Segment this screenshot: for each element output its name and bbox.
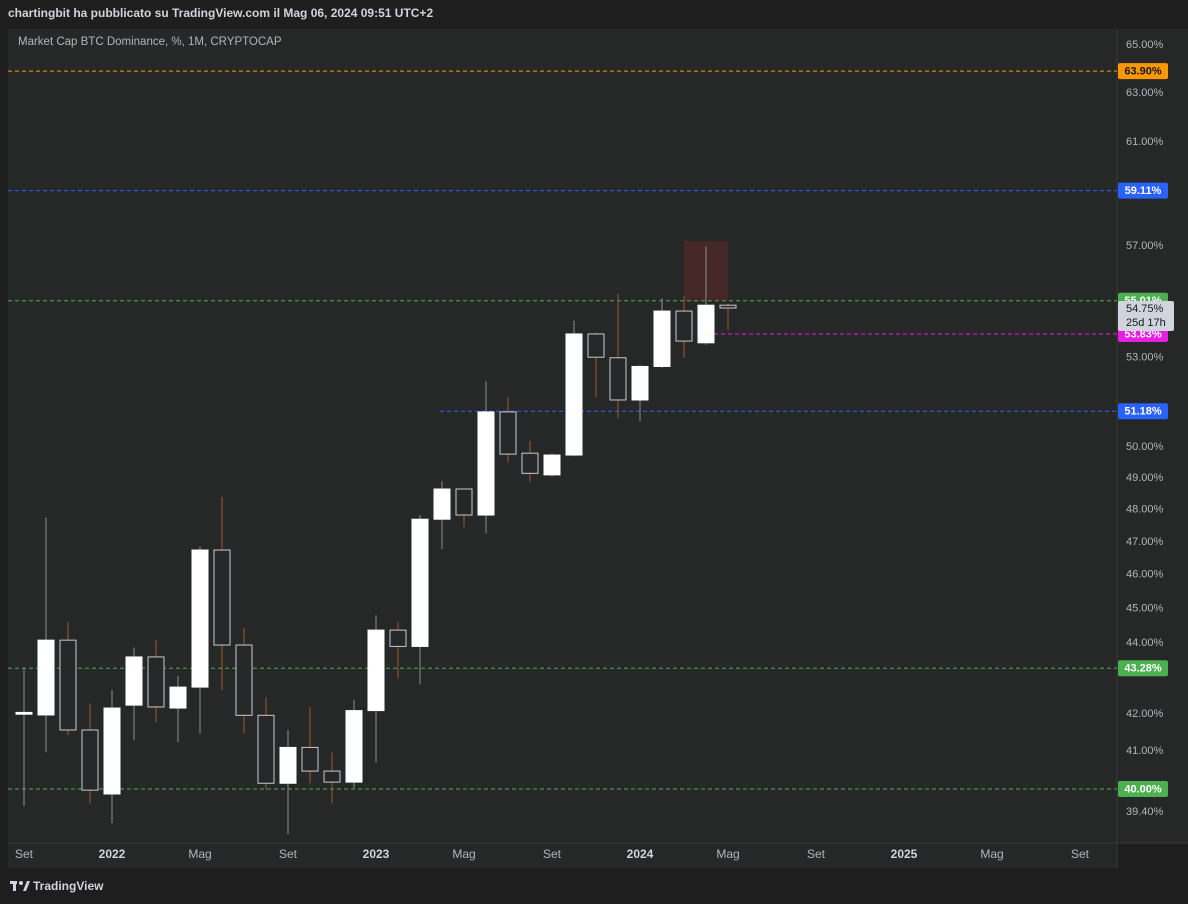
level-label: 53.83% — [1124, 328, 1162, 340]
candle-body — [103, 707, 121, 795]
candle-body — [653, 310, 671, 367]
level-label-box — [1118, 63, 1168, 80]
level-label: 40.00% — [1124, 783, 1162, 795]
candle-body — [521, 452, 539, 474]
level-label-box — [1118, 403, 1168, 420]
countdown: 25d 17h — [1126, 317, 1166, 329]
candle-body — [433, 488, 451, 520]
candle-body — [389, 629, 407, 647]
candle-body — [59, 639, 77, 731]
level-label: 59.11% — [1125, 185, 1162, 197]
x-tick-label: Mag — [980, 847, 1003, 861]
candle-body — [609, 357, 627, 401]
candle-body — [169, 686, 187, 709]
candle-body — [367, 629, 385, 712]
x-tick-label: Mag — [716, 847, 739, 861]
candle-body — [455, 488, 473, 516]
candle-body — [235, 644, 253, 716]
y-tick-label: 61.00% — [1126, 136, 1164, 148]
y-tick-label: 48.00% — [1126, 504, 1164, 516]
y-tick-label: 47.00% — [1126, 536, 1164, 548]
plot-area — [8, 29, 1117, 843]
y-tick-label: 50.00% — [1126, 441, 1164, 453]
level-label: 51.18% — [1124, 406, 1162, 418]
candle-body — [213, 549, 231, 646]
footer-brand: TradingView — [33, 879, 104, 893]
last-price-label: 54.75% — [1126, 303, 1164, 315]
candle-body — [147, 656, 165, 708]
level-label-box — [1118, 780, 1168, 797]
level-label-box — [1118, 660, 1168, 677]
x-tick-label: Set — [543, 847, 562, 861]
candle-body — [191, 549, 209, 688]
y-tick-label: 44.00% — [1126, 637, 1164, 649]
x-tick-label: 2025 — [891, 847, 918, 861]
candle-body — [323, 770, 341, 783]
x-tick-label: Set — [807, 847, 826, 861]
x-tick-label: Mag — [452, 847, 475, 861]
candle-body — [697, 304, 715, 344]
x-axis-area — [8, 843, 1117, 868]
y-tick-label: 53.00% — [1126, 352, 1164, 364]
candle-body — [719, 304, 737, 309]
candle-body — [587, 333, 605, 358]
level-label: 63.90% — [1124, 66, 1162, 78]
x-tick-label: 2022 — [99, 847, 126, 861]
candle-body — [477, 411, 495, 516]
last-price-box — [1118, 300, 1174, 331]
y-tick-label: 65.00% — [1126, 39, 1164, 51]
candle-body — [675, 310, 693, 342]
x-tick-label: Set — [15, 847, 34, 861]
y-tick-label: 63.00% — [1126, 87, 1164, 99]
y-tick-label: 46.00% — [1126, 569, 1164, 581]
level-label: 43.28% — [1124, 663, 1162, 675]
candle-body — [81, 729, 99, 791]
candle-body — [565, 333, 583, 456]
y-tick-label: 39.40% — [1126, 806, 1164, 818]
candle-body — [345, 710, 363, 783]
y-axis-area — [1117, 29, 1188, 843]
y-tick-label: 57.00% — [1126, 240, 1164, 252]
chart-title: Market Cap BTC Dominance, %, 1M, CRYPTOC… — [18, 36, 282, 48]
candle-body — [125, 656, 143, 706]
y-tick-label: 41.00% — [1126, 745, 1164, 757]
level-label-box — [1118, 182, 1168, 199]
candle-body — [301, 746, 319, 772]
y-tick-label: 45.00% — [1126, 602, 1164, 614]
candle-body — [279, 746, 297, 784]
x-tick-label: Mag — [188, 847, 211, 861]
candle-body — [15, 711, 33, 715]
x-tick-label: 2023 — [363, 847, 390, 861]
candle-body — [543, 454, 561, 476]
y-tick-label: 42.00% — [1126, 708, 1164, 720]
x-tick-label: Set — [279, 847, 298, 861]
logo — [10, 881, 30, 891]
x-tick-label: Set — [1071, 847, 1090, 861]
candle-body — [631, 365, 649, 401]
x-tick-label: 2024 — [627, 847, 654, 861]
header: chartingbit ha pubblicato su TradingView… — [8, 6, 433, 20]
candle-body — [499, 411, 517, 455]
candle-body — [37, 639, 55, 716]
y-tick-label: 49.00% — [1126, 472, 1164, 484]
candle-body — [411, 518, 429, 647]
candle-body — [257, 714, 275, 784]
